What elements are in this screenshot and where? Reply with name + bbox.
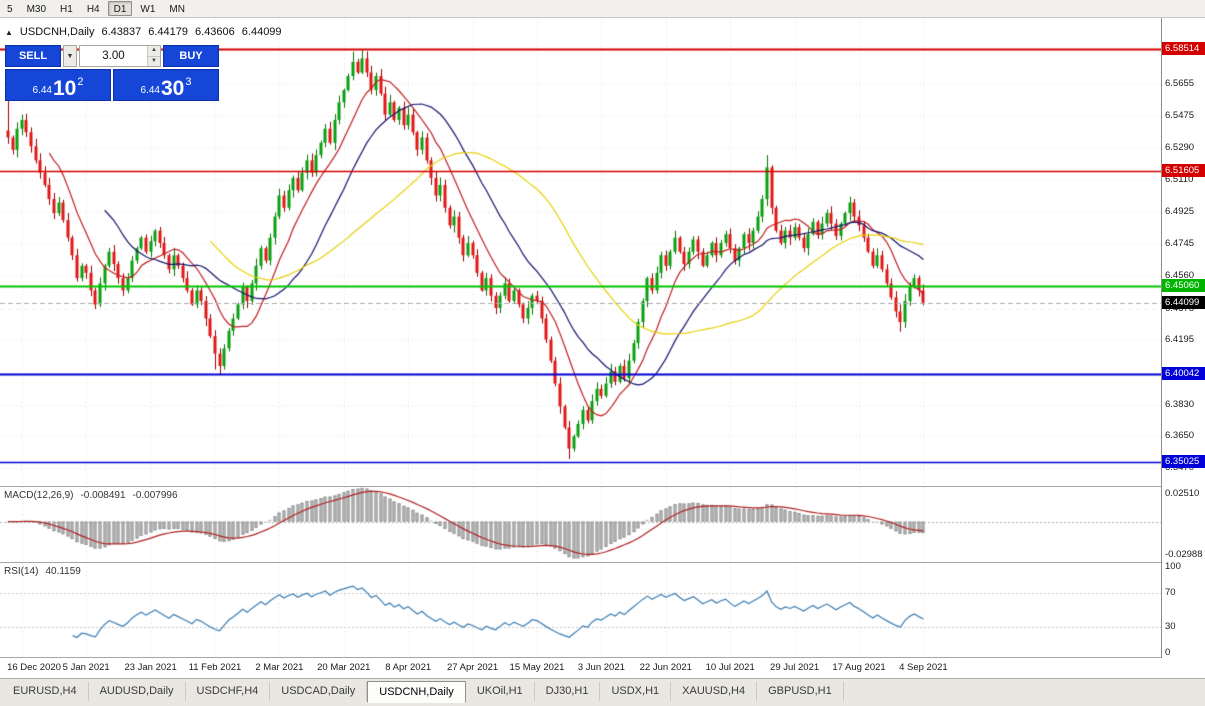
y-axis-tick: 6.3650: [1165, 430, 1195, 442]
pane-separator[interactable]: [0, 486, 1205, 487]
pane-separator[interactable]: [0, 562, 1205, 563]
sell-price-big: 10: [52, 77, 77, 100]
x-axis-date-label: 8 Apr 2021: [385, 662, 432, 673]
x-axis-date-label: 2 Mar 2021: [255, 662, 304, 673]
y-axis-tick: 6.3830: [1165, 398, 1195, 410]
rsi-indicator-canvas[interactable]: [0, 563, 1161, 657]
timeframe-button-m5[interactable]: 5: [7, 4, 13, 15]
volume-dropdown-button[interactable]: ▼: [63, 45, 77, 67]
tab-usdcnh-daily[interactable]: USDCNH,Daily: [367, 681, 466, 703]
buy-price-base: 6.44: [140, 85, 160, 96]
tab-ukoil-h1[interactable]: UKOil,H1: [466, 682, 535, 701]
timeframe-toolbar: 5 M30 H1 H4 D1 W1 MN: [0, 0, 1205, 18]
current-price-label: 6.44099: [1162, 295, 1205, 309]
ohlc-low-value: 6.43606: [195, 26, 235, 38]
rsi-axis-level: 100: [1165, 561, 1181, 572]
x-axis-date-label: 16 Dec 2020: [7, 662, 61, 673]
volume-field[interactable]: 3.00 ▲ ▼: [79, 45, 161, 67]
one-click-trading-panel: SELL ▼ 3.00 ▲ ▼ BUY 6.44 10 2: [5, 45, 219, 101]
pane-separator[interactable]: [0, 657, 1205, 658]
macd-axis-max: 0.02510: [1165, 488, 1200, 499]
sell-price-base: 6.44: [32, 85, 52, 96]
ohlc-high-value: 6.44179: [148, 26, 189, 38]
timeframe-button-m30[interactable]: M30: [26, 4, 47, 15]
macd-main-value: -0.008491: [80, 490, 126, 501]
macd-signal-value: -0.007996: [132, 490, 178, 501]
x-axis-date-label: 27 Apr 2021: [446, 662, 499, 673]
timeframe-button-d1[interactable]: D1: [107, 1, 133, 16]
macd-indicator-canvas[interactable]: [0, 487, 1161, 562]
x-axis-date-label: 5 Jan 2021: [62, 662, 110, 673]
ohlc-open-value: 6.43837: [101, 26, 142, 38]
sell-price-display[interactable]: 6.44 10 2: [5, 69, 111, 101]
price-line-label: 6.58514: [1162, 42, 1205, 56]
timeframe-button-mn[interactable]: MN: [169, 4, 185, 15]
rsi-value: 40.1159: [45, 566, 81, 577]
buy-price-big: 30: [160, 77, 185, 100]
rsi-axis-level: 0: [1165, 647, 1171, 658]
price-line-label: 6.40042: [1162, 367, 1205, 381]
price-line-label: 6.45060: [1162, 278, 1205, 292]
buy-button[interactable]: BUY: [163, 45, 219, 67]
tab-dj30-h1[interactable]: DJ30,H1: [535, 682, 601, 701]
x-axis-date-label: 15 May 2021: [509, 662, 565, 673]
y-axis-tick: 6.4745: [1165, 237, 1195, 249]
macd-axis-min: -0.02988: [1165, 549, 1203, 560]
x-axis-date-label: 29 Jul 2021: [770, 662, 820, 673]
price-axis[interactable]: 6.5655 6.5475 6.5290 6.5110 6.4925 6.4745 6.45…: [1161, 18, 1205, 658]
volume-value: 3.00: [102, 50, 125, 62]
x-axis-date-label: 23 Jan 2021: [124, 662, 177, 673]
timeframe-button-h4[interactable]: H4: [86, 4, 100, 15]
rsi-axis-level: 70: [1165, 586, 1176, 598]
sell-price-pip: 2: [77, 76, 84, 88]
sell-button[interactable]: SELL: [5, 45, 61, 67]
tab-audusd-daily[interactable]: AUDUSD,Daily: [89, 682, 186, 701]
volume-increase-button[interactable]: ▲: [148, 46, 160, 56]
price-line-label: 6.51605: [1162, 163, 1205, 177]
one-click-collapse-icon[interactable]: ▲: [5, 27, 13, 37]
volume-decrease-button[interactable]: ▼: [148, 55, 160, 66]
rsi-indicator-label: RSI(14) 40.1159: [4, 566, 81, 577]
x-axis-date-label: 4 Sep 2021: [899, 662, 948, 673]
tab-gbpusd-h1[interactable]: GBPUSD,H1: [757, 682, 844, 701]
ohlc-close-value: 6.44099: [241, 26, 282, 38]
timeframe-button-w1[interactable]: W1: [140, 4, 156, 15]
time-axis[interactable]: 16 Dec 2020 5 Jan 2021 23 Jan 2021 11 Feb 2…: [0, 658, 1161, 678]
rsi-title: RSI(14): [4, 566, 39, 577]
x-axis-date-label: 17 Aug 2021: [832, 662, 886, 673]
tab-xauusd-h4[interactable]: XAUUSD,H4: [671, 682, 758, 701]
tab-usdcad-daily[interactable]: USDCAD,Daily: [270, 682, 368, 701]
rsi-axis-level: 30: [1165, 621, 1176, 633]
x-axis-date-label: 3 Jun 2021: [577, 662, 625, 673]
x-axis-date-label: 11 Feb 2021: [188, 662, 242, 673]
y-axis-tick: 6.5655: [1165, 77, 1195, 89]
buy-price-display[interactable]: 6.44 30 3: [113, 69, 219, 101]
tab-usdx-h1[interactable]: USDX,H1: [600, 682, 672, 701]
chart-symbol-label: USDCNH,Daily: [19, 26, 95, 38]
buy-price-pip: 3: [185, 76, 192, 88]
y-axis-tick: 6.5475: [1165, 109, 1195, 121]
chart-ohlc-header: ▲ USDCNH,Daily 6.43837 6.44179 6.43606 6…: [5, 26, 282, 38]
y-axis-tick: 6.5290: [1165, 142, 1195, 154]
tab-usdchf-h4[interactable]: USDCHF,H4: [186, 682, 271, 701]
volume-spinner: ▲ ▼: [147, 46, 160, 66]
y-axis-tick: 6.4195: [1165, 334, 1195, 346]
macd-indicator-label: MACD(12,26,9) -0.008491 -0.007996: [4, 490, 178, 501]
tab-eurusd-h4[interactable]: EURUSD,H4: [2, 682, 89, 701]
chevron-down-icon: ▼: [66, 52, 74, 60]
price-line-label: 6.35025: [1162, 455, 1205, 469]
chart-window: 6.5655 6.5475 6.5290 6.5110 6.4925 6.4745 6.45…: [0, 18, 1205, 678]
y-axis-tick: 6.4560: [1165, 270, 1195, 282]
y-axis-tick: 6.5110: [1165, 173, 1194, 185]
x-axis-date-label: 20 Mar 2021: [317, 662, 371, 673]
x-axis-date-label: 10 Jul 2021: [705, 662, 755, 673]
y-axis-tick: 6.4925: [1165, 206, 1195, 218]
x-axis-date-label: 22 Jun 2021: [639, 662, 692, 673]
macd-title: MACD(12,26,9): [4, 490, 74, 501]
chart-tabs-bar: EURUSD,H4 AUDUSD,Daily USDCHF,H4 USDCAD,…: [0, 678, 1205, 706]
timeframe-button-h1[interactable]: H1: [60, 4, 73, 15]
